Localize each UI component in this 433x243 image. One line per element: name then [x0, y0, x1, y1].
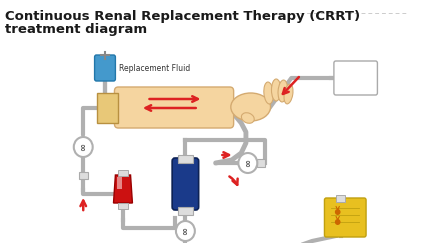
Ellipse shape [271, 79, 281, 101]
Ellipse shape [278, 80, 288, 102]
Ellipse shape [264, 82, 273, 104]
Bar [78, 172, 88, 179]
FancyBboxPatch shape [172, 158, 199, 210]
Bar [118, 203, 128, 209]
Ellipse shape [241, 113, 254, 123]
Bar [336, 195, 345, 202]
Text: Continuous Renal Replacement Therapy (CRRT): Continuous Renal Replacement Therapy (CR… [5, 10, 360, 23]
FancyBboxPatch shape [334, 61, 378, 95]
Circle shape [74, 137, 93, 157]
Text: ∞: ∞ [78, 143, 88, 151]
Circle shape [335, 209, 340, 215]
Circle shape [335, 219, 340, 225]
Bar [178, 155, 193, 163]
Bar [178, 207, 193, 215]
Text: Replacement Fluid: Replacement Fluid [119, 63, 191, 72]
Text: ∞: ∞ [181, 227, 191, 235]
Text: ∞: ∞ [243, 159, 253, 167]
FancyBboxPatch shape [114, 87, 234, 128]
Bar [97, 93, 118, 123]
Text: treatment diagram: treatment diagram [5, 23, 147, 36]
Polygon shape [117, 177, 122, 189]
Circle shape [239, 153, 257, 173]
Ellipse shape [231, 93, 271, 121]
Polygon shape [113, 175, 132, 203]
FancyBboxPatch shape [94, 55, 116, 81]
FancyBboxPatch shape [324, 198, 366, 237]
Bar [257, 159, 265, 167]
Ellipse shape [284, 84, 293, 104]
Bar [118, 170, 128, 176]
Circle shape [176, 221, 195, 241]
